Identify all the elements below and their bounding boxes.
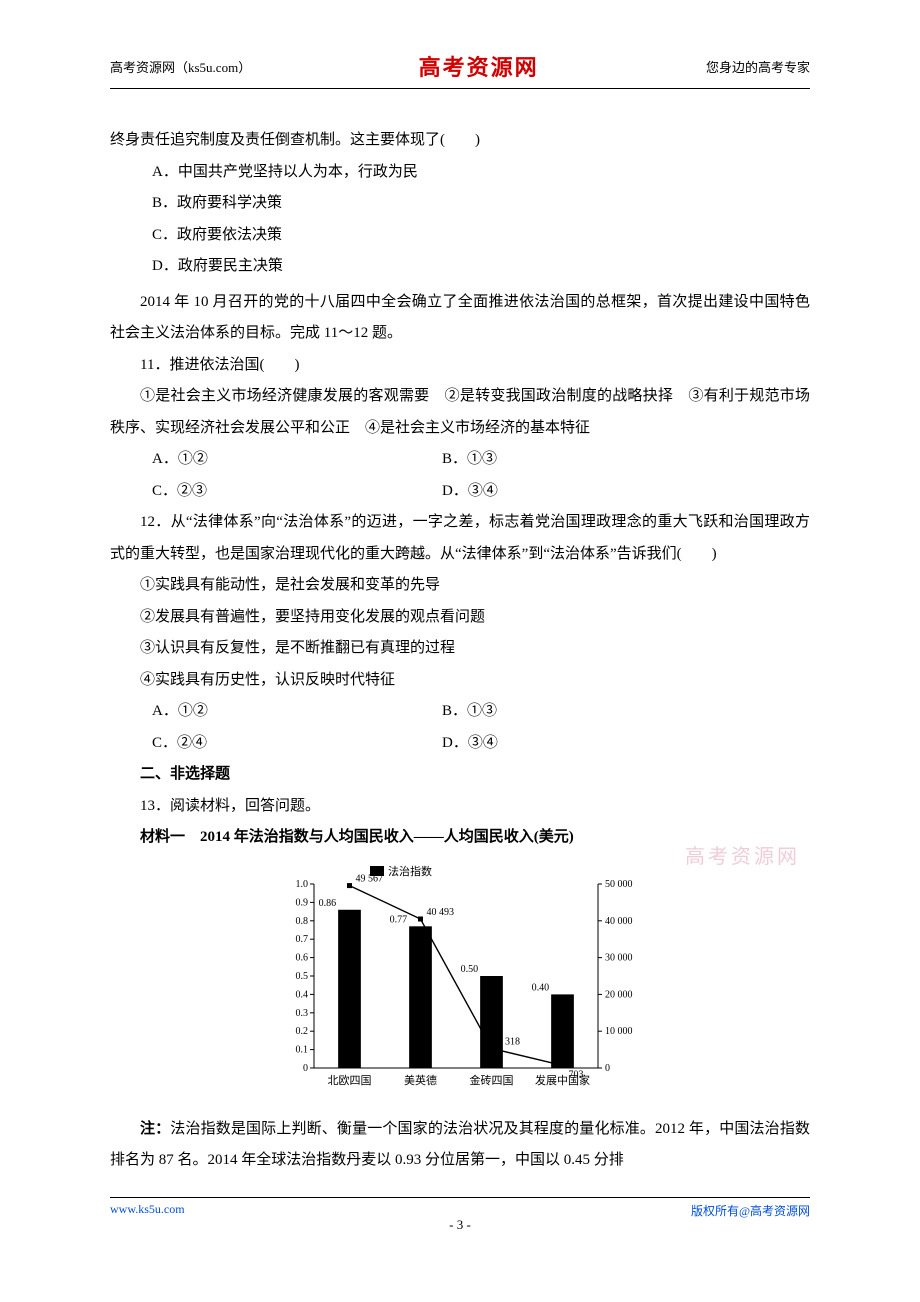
- svg-text:10 000: 10 000: [605, 1026, 633, 1037]
- svg-text:30 000: 30 000: [605, 952, 633, 963]
- svg-text:北欧四国: 北欧四国: [328, 1074, 372, 1087]
- svg-text:0.40: 0.40: [532, 982, 550, 993]
- q11-option-d: D．③④: [442, 476, 498, 508]
- q12-s3: ③认识具有反复性，是不断推翻已有真理的过程: [110, 633, 810, 665]
- note-label: 注：: [140, 1121, 170, 1137]
- svg-text:法治指数: 法治指数: [388, 864, 432, 878]
- chart-note: 注：法治指数是国际上判断、衡量一个国家的法治状况及其程度的量化标准。2012 年…: [110, 1114, 810, 1177]
- q12-option-b: B．①③: [442, 696, 497, 728]
- svg-text:0.3: 0.3: [296, 1007, 309, 1018]
- q12-option-a: A．①②: [110, 696, 442, 728]
- svg-text:0.9: 0.9: [296, 897, 309, 908]
- q11-stem: 11．推进依法治国( ): [110, 350, 810, 382]
- svg-text:703: 703: [569, 1069, 584, 1080]
- material-1-title: 材料一 2014 年法治指数与人均国民收入——人均国民收入(美元): [110, 822, 810, 854]
- header-right: 您身边的高考专家: [706, 57, 810, 76]
- svg-text:0.4: 0.4: [296, 989, 309, 1000]
- q12-s4: ④实践具有历史性，认识反映时代特征: [110, 665, 810, 697]
- q11-option-b: B．①③: [442, 444, 497, 476]
- q12-option-d: D．③④: [442, 728, 498, 760]
- svg-text:0.5: 0.5: [296, 971, 309, 982]
- svg-text:5 318: 5 318: [498, 1036, 521, 1047]
- q12-s1: ①实践具有能动性，是社会发展和变革的先导: [110, 570, 810, 602]
- page-footer: www.ks5u.com 版权所有@高考资源网: [110, 1197, 810, 1219]
- page-header: 高考资源网（ks5u.com） 高考资源网 您身边的高考专家: [110, 50, 810, 89]
- header-center-logo: 高考资源网: [419, 50, 539, 82]
- svg-text:0: 0: [605, 1063, 610, 1074]
- svg-text:0.1: 0.1: [296, 1044, 309, 1055]
- svg-text:0.77: 0.77: [390, 914, 408, 925]
- q11-option-c: C．②③: [110, 476, 442, 508]
- svg-text:0: 0: [303, 1063, 308, 1074]
- svg-text:金砖四国: 金砖四国: [470, 1073, 514, 1087]
- q-option-c: C．政府要依法决策: [110, 220, 810, 252]
- continuation-text: 终身责任追究制度及责任倒查机制。这主要体现了( ): [110, 125, 810, 157]
- q11-statements: ①是社会主义市场经济健康发展的客观需要 ②是转变我国政治制度的战略抉择 ③有利于…: [110, 381, 810, 444]
- material-1-text: 2014 年法治指数与人均国民收入——人均国民收入(美元): [200, 829, 574, 845]
- rule-of-law-chart: 0 0.1 0.2 0.3 0.4 0.5 0.6 0.7 0.8 0.9 1.0 0 10 000 20…: [260, 860, 660, 1110]
- svg-text:0.86: 0.86: [319, 897, 337, 908]
- page-number: - 3 -: [110, 1217, 810, 1233]
- chart-container: 0 0.1 0.2 0.3 0.4 0.5 0.6 0.7 0.8 0.9 1.0 0 10 000 20…: [110, 860, 810, 1110]
- q12-stem: 12．从“法律体系”向“法治体系”的迈进，一字之差，标志着党治国理政理念的重大飞…: [110, 507, 810, 570]
- note-text: 法治指数是国际上判断、衡量一个国家的法治状况及其程度的量化标准。2012 年，中…: [110, 1121, 810, 1169]
- q13-stem: 13．阅读材料，回答问题。: [110, 791, 810, 823]
- svg-text:0.50: 0.50: [461, 964, 479, 975]
- svg-text:1.0: 1.0: [296, 879, 309, 890]
- q11-options-row1: A．①② B．①③: [110, 444, 810, 476]
- q12-s2: ②发展具有普遍性，要坚持用变化发展的观点看问题: [110, 602, 810, 634]
- svg-text:40 493: 40 493: [427, 906, 455, 917]
- header-left: 高考资源网（ks5u.com）: [110, 57, 251, 76]
- q11-options-row2: C．②③ D．③④: [110, 476, 810, 508]
- footer-left-url: www.ks5u.com: [110, 1202, 185, 1219]
- q12-options-row2: C．②④ D．③④: [110, 728, 810, 760]
- footer-right-copyright: 版权所有@高考资源网: [691, 1202, 810, 1219]
- svg-text:0.7: 0.7: [296, 934, 309, 945]
- svg-text:美英德: 美英德: [404, 1073, 437, 1087]
- svg-text:0.8: 0.8: [296, 915, 309, 926]
- svg-text:0.6: 0.6: [296, 952, 309, 963]
- passage-11-12: 2014 年 10 月召开的党的十八届四中全会确立了全面推进依法治国的总框架，首…: [110, 287, 810, 350]
- section-2-heading: 二、非选择题: [110, 759, 810, 791]
- q12-options-row1: A．①② B．①③: [110, 696, 810, 728]
- svg-text:40 000: 40 000: [605, 915, 633, 926]
- material-1-label: 材料一: [140, 829, 185, 845]
- svg-text:49 567: 49 567: [356, 873, 384, 884]
- q-option-a: A．中国共产党坚持以人为本，行政为民: [110, 157, 810, 189]
- q11-option-a: A．①②: [110, 444, 442, 476]
- svg-text:50 000: 50 000: [605, 879, 633, 890]
- svg-text:0.2: 0.2: [296, 1026, 309, 1037]
- q12-option-c: C．②④: [110, 728, 442, 760]
- svg-text:20 000: 20 000: [605, 989, 633, 1000]
- q-option-d: D．政府要民主决策: [110, 251, 810, 283]
- q-option-b: B．政府要科学决策: [110, 188, 810, 220]
